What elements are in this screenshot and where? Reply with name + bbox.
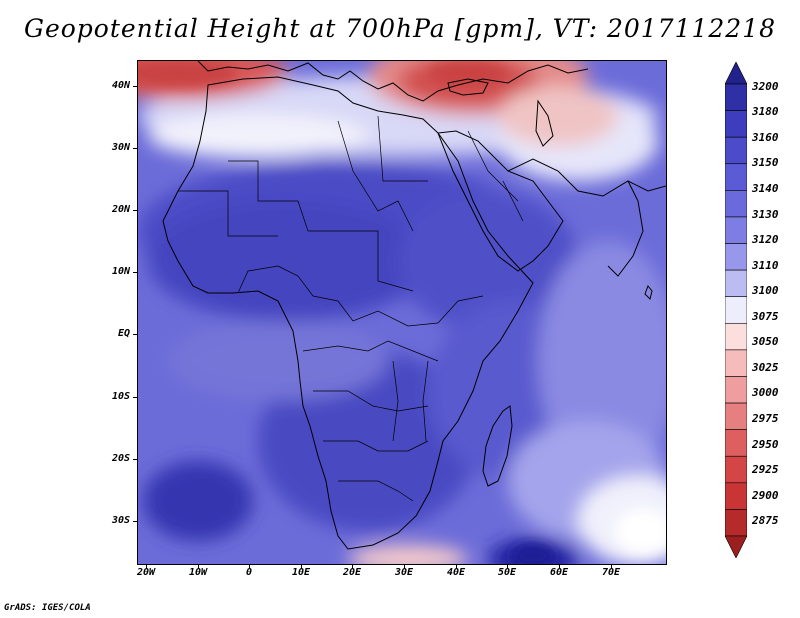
lon-label-30e: 30E: [394, 567, 414, 578]
lon-label-60e: 60E: [549, 567, 569, 578]
colorbar-label-3075: 3075: [752, 310, 779, 323]
srilanka-coast: [644, 285, 653, 300]
lon-tick: [352, 564, 353, 568]
colorbar-label-3130: 3130: [752, 208, 779, 221]
colorbar-segment: [725, 455, 747, 484]
colorbar: [725, 62, 747, 558]
chart-title: Geopotential Height at 700hPa [gpm], VT:…: [23, 14, 777, 43]
lat-tick: [133, 86, 137, 87]
colorbar-label-3025: 3025: [752, 361, 779, 374]
colorbar-segment: [725, 402, 747, 430]
lat-label-10n: 10N: [111, 266, 130, 277]
colorbar-segment: [725, 269, 747, 298]
colorbar-label-3110: 3110: [752, 259, 779, 272]
colorbar-segment: [725, 190, 747, 218]
colorbar-label-3100: 3100: [752, 284, 779, 297]
lat-label-30n: 30N: [111, 142, 130, 153]
lon-label-40e: 40E: [446, 567, 466, 578]
colorbar-segment: [725, 83, 747, 111]
colorbar-segment: [725, 110, 747, 138]
colorbar-segment: [725, 243, 747, 271]
lat-label-40n: 40N: [111, 80, 130, 91]
colorbar-segment: [725, 216, 747, 244]
lat-label-20n: 20N: [111, 204, 130, 215]
iran-coast: [507, 158, 666, 197]
colorbar-label-3000: 3000: [752, 386, 779, 399]
colorbar-segment: [725, 482, 747, 510]
geopotential-map: [138, 61, 666, 564]
lon-label-20e: 20E: [342, 567, 362, 578]
lon-tick: [301, 564, 302, 568]
lon-label-10w: 10W: [188, 567, 208, 578]
blacksea-coast: [447, 78, 489, 96]
colorbar-segment: [725, 376, 747, 404]
colorbar-segment: [725, 349, 747, 377]
map-panel: [137, 60, 667, 565]
lat-tick: [133, 210, 137, 211]
lat-tick: [133, 334, 137, 335]
lat-label-eq: EQ: [117, 328, 130, 339]
colorbar-segment: [725, 296, 747, 324]
lat-label-10s: 10S: [111, 391, 130, 402]
india-coast: [607, 180, 644, 277]
lon-tick: [456, 564, 457, 568]
colorbar-bottom-triangle: [725, 535, 747, 558]
europe-coast: [197, 61, 589, 102]
lat-label-20s: 20S: [111, 453, 130, 464]
coastlines: [162, 61, 666, 550]
lon-label-0: 0: [245, 567, 253, 578]
colorbar-label-2925: 2925: [752, 463, 779, 476]
lon-tick: [404, 564, 405, 568]
colorbar-label-2900: 2900: [752, 489, 779, 502]
lat-tick: [133, 272, 137, 273]
colorbar-top-triangle: [725, 62, 747, 85]
lon-tick: [249, 564, 250, 568]
colorbar-label-2875: 2875: [752, 514, 779, 527]
lon-label-10e: 10E: [291, 567, 311, 578]
arabia-coast: [437, 130, 564, 272]
colorbar-label-3150: 3150: [752, 156, 779, 169]
lon-label-20w: 20W: [136, 567, 156, 578]
lon-tick: [146, 564, 147, 568]
lon-tick: [611, 564, 612, 568]
caspian-coast: [535, 99, 554, 147]
colorbar-segment: [725, 136, 747, 165]
lon-tick: [198, 564, 199, 568]
colorbar-segment: [725, 429, 747, 457]
colorbar-segment: [725, 322, 747, 351]
colorbar-label-3120: 3120: [752, 233, 779, 246]
lon-tick: [559, 564, 560, 568]
lat-tick: [133, 397, 137, 398]
colorbar-label-2975: 2975: [752, 412, 779, 425]
colorbar-label-3140: 3140: [752, 182, 779, 195]
borders: [178, 115, 524, 502]
africa-coast: [162, 76, 534, 550]
colorbar-segment: [725, 163, 747, 191]
lon-tick: [507, 564, 508, 568]
lat-label-30s: 30S: [111, 515, 130, 526]
field-blobs: [138, 61, 666, 564]
lat-tick: [133, 521, 137, 522]
colorbar-label-3050: 3050: [752, 335, 779, 348]
lat-tick: [133, 148, 137, 149]
colorbar-label-3180: 3180: [752, 105, 779, 118]
lat-tick: [133, 459, 137, 460]
colorbar-segment: [725, 509, 747, 537]
colorbar-label-3200: 3200: [752, 80, 779, 93]
lon-label-70e: 70E: [601, 567, 621, 578]
colorbar-label-2950: 2950: [752, 438, 779, 451]
field-detail: [138, 61, 666, 564]
madagascar-coast: [482, 405, 513, 487]
colorbar-label-3160: 3160: [752, 131, 779, 144]
credit-text: GrADS: IGES/COLA: [4, 603, 91, 613]
lon-label-50e: 50E: [497, 567, 517, 578]
